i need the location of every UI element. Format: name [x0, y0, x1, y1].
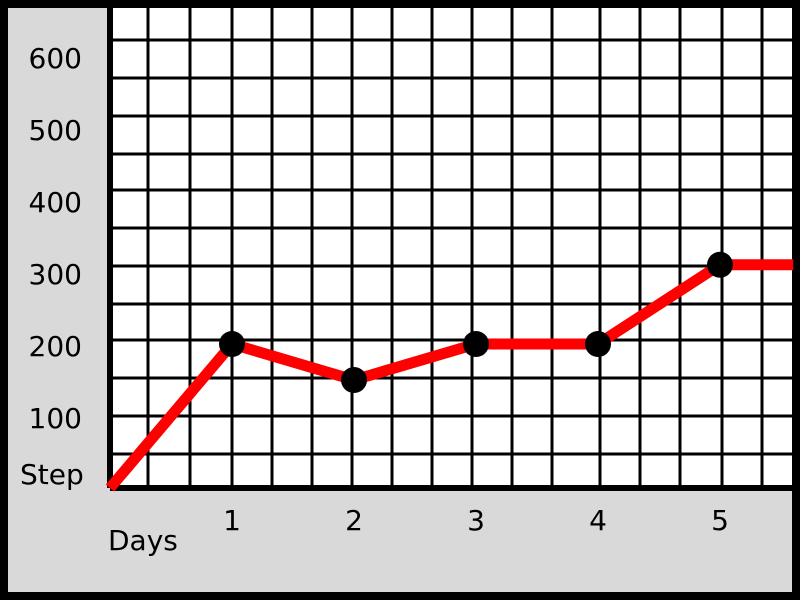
y-tick-label: 600 [29, 42, 82, 75]
x-tick-label: 5 [711, 504, 729, 537]
plot-area [110, 8, 792, 488]
y-tick-label: 400 [29, 186, 82, 219]
x-tick-label: 2 [345, 504, 363, 537]
y-tick-label: 200 [29, 330, 82, 363]
y-tick-label: 500 [29, 114, 82, 147]
series-markers [219, 251, 733, 393]
y-tick-label: 100 [29, 402, 82, 435]
y-tick-label: 300 [29, 258, 82, 291]
x-axis-title: Days [108, 524, 178, 557]
data-point [341, 367, 367, 393]
x-tick-label: 3 [467, 504, 485, 537]
x-tick-label: 4 [589, 504, 607, 537]
grid [110, 8, 792, 488]
x-tick-label: 1 [223, 504, 241, 537]
x-axis-panel [8, 488, 792, 592]
y-axis-title: Step [20, 458, 84, 491]
data-point [463, 331, 489, 357]
y-tick-labels: 100 200 300 400 500 600 [29, 42, 82, 435]
data-point [707, 251, 733, 278]
data-point [219, 331, 245, 357]
x-tick-labels: 1 2 3 4 5 [223, 504, 729, 537]
data-point [585, 331, 611, 357]
